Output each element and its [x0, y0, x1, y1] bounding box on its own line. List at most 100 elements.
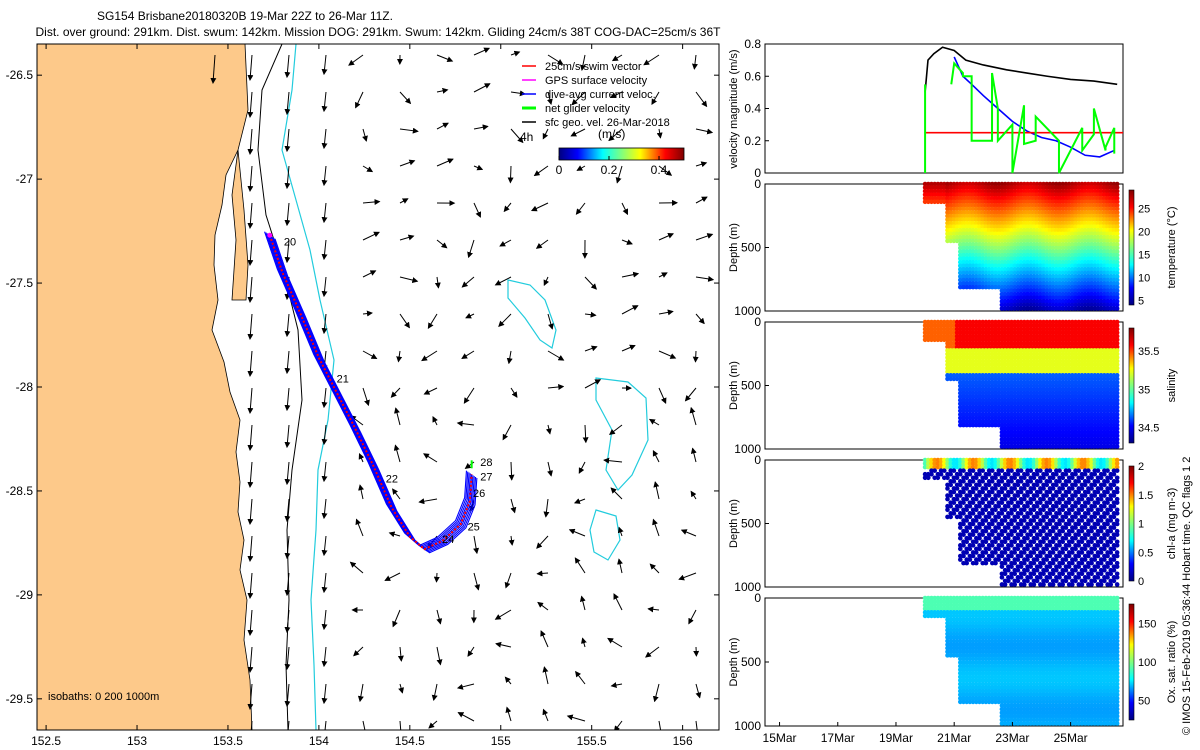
- profile-point: [1022, 444, 1027, 449]
- profile-point: [1031, 373, 1037, 378]
- profile-point: [1079, 319, 1085, 325]
- profile-point: [999, 440, 1005, 446]
- profile-point: [1073, 369, 1078, 375]
- profile-point: [1025, 373, 1030, 378]
- profile-point: [1006, 203, 1011, 208]
- profile-point: [1006, 263, 1011, 269]
- profile-point: [1031, 422, 1037, 428]
- profile-point: [1002, 281, 1008, 286]
- profile-point: [1066, 256, 1072, 261]
- profile-point: [993, 387, 998, 392]
- profile-point: [1022, 181, 1027, 187]
- profile-point: [1073, 206, 1078, 212]
- profile-point: [1082, 306, 1088, 311]
- profile-point: [986, 383, 992, 389]
- profile-point: [1015, 471, 1021, 477]
- profile-point: [938, 326, 944, 332]
- profile-point: [1066, 270, 1072, 276]
- isobath-200: [257, 44, 303, 730]
- profile-point: [1060, 295, 1066, 301]
- profile-point: [1038, 419, 1043, 424]
- profile-point: [1038, 337, 1043, 343]
- profile-point: [1022, 256, 1027, 261]
- velocity-vector: [463, 387, 475, 404]
- profile-point: [1095, 188, 1101, 194]
- profile-point: [970, 521, 976, 527]
- profile-point: [986, 195, 992, 201]
- profile-point: [1041, 231, 1046, 237]
- velocity-vector: [695, 683, 702, 699]
- profile-point: [970, 224, 976, 229]
- profile-point: [967, 256, 973, 261]
- profile-point: [1015, 323, 1021, 328]
- profile-point: [1031, 281, 1037, 286]
- profile-point: [1006, 259, 1011, 265]
- profile-point: [983, 220, 989, 226]
- profile-point: [993, 203, 998, 208]
- profile-point: [967, 376, 973, 382]
- profile-point: [1079, 195, 1085, 201]
- profile-point: [1063, 263, 1069, 269]
- profile-point: [1009, 401, 1014, 407]
- velocity-vector: [652, 683, 660, 703]
- profile-point: [1063, 195, 1069, 201]
- profile-point: [925, 192, 931, 197]
- profile-point: [980, 245, 986, 251]
- velocity-vector: [431, 683, 438, 702]
- profile-point: [1098, 210, 1104, 215]
- profile-point: [977, 369, 982, 375]
- profile-point: [1076, 319, 1082, 325]
- profile-point: [967, 259, 973, 265]
- velocity-vector: [423, 387, 438, 395]
- profile-point: [932, 333, 937, 339]
- profile-point: [1006, 341, 1011, 346]
- profile-point: [932, 195, 937, 201]
- profile-point: [1057, 365, 1062, 371]
- profile-point: [986, 259, 992, 265]
- profile-point: [929, 195, 934, 201]
- profile-point: [964, 412, 970, 417]
- velocity-vector: [392, 488, 401, 500]
- profile-point: [954, 362, 960, 367]
- profile-point: [1022, 373, 1027, 378]
- profile-point: [1047, 256, 1053, 261]
- profile-point: [1060, 518, 1066, 523]
- profile-point: [967, 390, 973, 396]
- profile-point: [990, 188, 995, 194]
- profile-point: [1044, 380, 1050, 385]
- profile-point: [990, 380, 995, 385]
- profile-point: [990, 333, 995, 339]
- profile-point: [1009, 521, 1014, 527]
- profile-point: [970, 355, 976, 360]
- profile-point: [1018, 217, 1024, 222]
- profile-point: [1063, 408, 1069, 414]
- profile-point: [1006, 433, 1011, 439]
- velocity-vector: [542, 128, 549, 140]
- profile-point: [1012, 433, 1018, 439]
- profile-point: [961, 344, 966, 350]
- profile-point: [1050, 383, 1056, 389]
- velocity-vector: [545, 424, 552, 435]
- profile-point: [967, 514, 973, 520]
- profile-point: [1047, 387, 1053, 392]
- profile-point: [983, 213, 989, 219]
- profile-point: [1114, 291, 1120, 297]
- profile-point: [1044, 181, 1050, 187]
- profile-point: [1114, 238, 1120, 244]
- profile-point: [1044, 330, 1050, 335]
- velocity-vector: [427, 313, 438, 329]
- profile-point: [1044, 288, 1050, 293]
- profile-point: [999, 227, 1005, 233]
- profile-point: [1047, 575, 1053, 580]
- profile-point: [993, 333, 998, 339]
- velocity-vector: [436, 122, 449, 130]
- profile-point: [1105, 238, 1110, 244]
- velocity-vector: [647, 606, 660, 613]
- profile-point: [1009, 333, 1014, 339]
- profile-point: [1050, 426, 1056, 431]
- profile-point: [1018, 479, 1024, 484]
- profile-point: [977, 252, 982, 258]
- profile-point: [1086, 220, 1091, 226]
- profile-point: [945, 369, 950, 375]
- velocity-vector: [362, 198, 381, 205]
